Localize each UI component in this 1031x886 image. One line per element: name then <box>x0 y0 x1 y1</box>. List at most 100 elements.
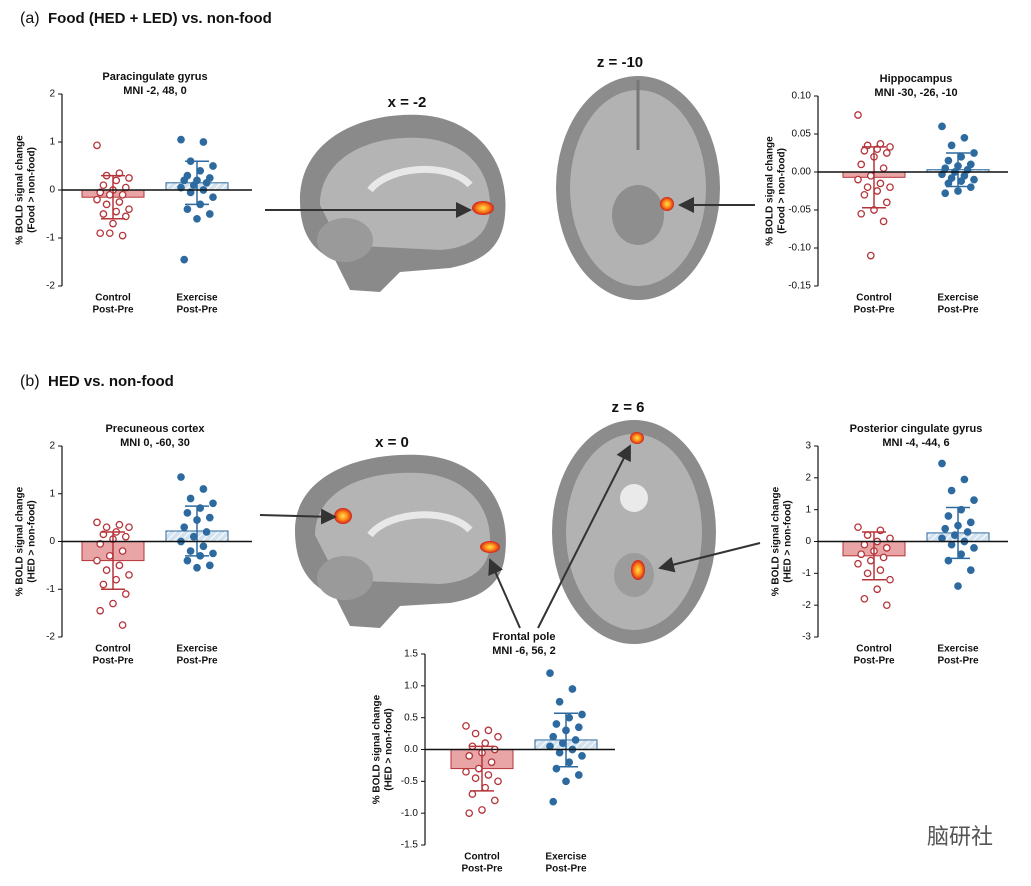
data-point <box>866 556 875 565</box>
data-point <box>578 752 586 760</box>
data-point <box>854 111 862 119</box>
data-point <box>115 198 124 206</box>
y-tick-label: 2 <box>49 441 55 452</box>
y-axis-label: (Food > non-food) <box>27 147 38 233</box>
x-tick-label: Exercise <box>937 293 979 304</box>
data-point <box>202 528 211 536</box>
data-point <box>879 217 888 226</box>
y-tick-label: -1 <box>802 568 811 579</box>
x-tick-label: Post-Pre <box>176 656 218 667</box>
brain-sagittal <box>300 114 506 292</box>
y-tick-label: -1.0 <box>401 808 419 819</box>
slice-label: z = -10 <box>597 54 643 71</box>
data-point <box>966 518 975 527</box>
data-point <box>941 524 950 533</box>
x-tick-label: Post-Pre <box>545 864 587 875</box>
data-point <box>857 160 866 169</box>
data-point <box>879 553 888 562</box>
x-tick-label: Post-Pre <box>92 656 134 667</box>
data-point <box>177 135 185 144</box>
data-point <box>115 561 124 570</box>
data-point <box>970 149 978 157</box>
data-point <box>950 531 959 539</box>
data-point <box>177 473 185 481</box>
y-tick-label: 3 <box>805 441 811 452</box>
data-point <box>465 752 474 760</box>
y-axis-label: % BOLD signal change <box>15 486 26 596</box>
x-tick-label: Post-Pre <box>461 864 503 875</box>
data-point <box>180 255 189 264</box>
data-point <box>186 547 195 555</box>
data-point <box>947 486 956 495</box>
data-point <box>209 193 217 202</box>
y-tick-label: -1 <box>46 233 55 244</box>
data-point <box>109 219 117 228</box>
data-point <box>93 518 101 527</box>
data-point <box>105 229 114 238</box>
data-point <box>121 532 130 541</box>
data-point <box>882 198 891 207</box>
y-tick-label: 2 <box>805 472 811 483</box>
data-point <box>487 758 496 767</box>
data-point <box>96 540 105 548</box>
y-tick-label: -0.15 <box>788 281 811 292</box>
data-point <box>574 723 583 732</box>
data-point <box>938 122 946 131</box>
x-tick-label: Exercise <box>545 852 587 863</box>
data-point <box>177 183 185 192</box>
slice-label: z = 6 <box>612 399 645 416</box>
slice-label: x = -2 <box>388 94 427 111</box>
chart-subtitle: MNI 0, -60, 30 <box>120 437 190 449</box>
x-tick-label: Exercise <box>176 293 218 304</box>
data-point <box>193 214 201 223</box>
data-point <box>93 556 101 565</box>
data-point <box>954 187 962 195</box>
data-point <box>960 133 969 142</box>
y-tick-label: 2 <box>49 89 55 100</box>
data-point <box>857 209 866 218</box>
y-tick-label: 1.0 <box>404 680 418 691</box>
y-tick-label: -0.5 <box>401 776 419 787</box>
data-point <box>481 783 490 792</box>
data-point <box>99 181 108 190</box>
data-point <box>555 748 564 757</box>
x-tick-label: Post-Pre <box>937 656 979 667</box>
data-point <box>494 777 502 786</box>
y-axis-label: % BOLD signal change <box>15 135 26 245</box>
data-point <box>960 475 969 484</box>
data-point <box>93 141 101 150</box>
chart-subtitle: MNI -30, -26, -10 <box>874 87 957 99</box>
data-point <box>558 739 567 747</box>
data-point <box>118 547 127 555</box>
data-point <box>947 540 956 549</box>
data-point <box>112 176 121 185</box>
data-point <box>941 164 950 173</box>
x-tick-label: Post-Pre <box>176 305 218 316</box>
data-point <box>494 732 502 741</box>
data-point <box>180 176 189 185</box>
data-point <box>115 520 124 529</box>
data-point <box>125 523 133 532</box>
data-point <box>546 669 554 677</box>
data-point <box>205 513 214 522</box>
y-tick-label: -0.05 <box>788 205 811 216</box>
data-point <box>886 575 894 584</box>
data-point <box>93 195 101 204</box>
data-point <box>562 777 570 786</box>
x-tick-label: Control <box>95 644 131 655</box>
data-point <box>471 774 480 783</box>
data-point <box>180 523 189 532</box>
chart-subtitle: MNI -4, -44, 6 <box>882 437 949 449</box>
x-tick-label: Control <box>464 852 500 863</box>
brain-axial <box>556 76 720 300</box>
data-point <box>873 585 882 594</box>
y-tick-label: -1 <box>46 584 55 595</box>
data-point <box>105 190 114 199</box>
panel-title: Food (HED + LED) vs. non-food <box>48 10 272 27</box>
data-point <box>957 177 966 185</box>
data-point <box>882 601 891 610</box>
x-tick-label: Exercise <box>937 644 979 655</box>
arrows <box>259 197 761 629</box>
data-point <box>125 174 133 182</box>
data-point <box>879 164 888 173</box>
